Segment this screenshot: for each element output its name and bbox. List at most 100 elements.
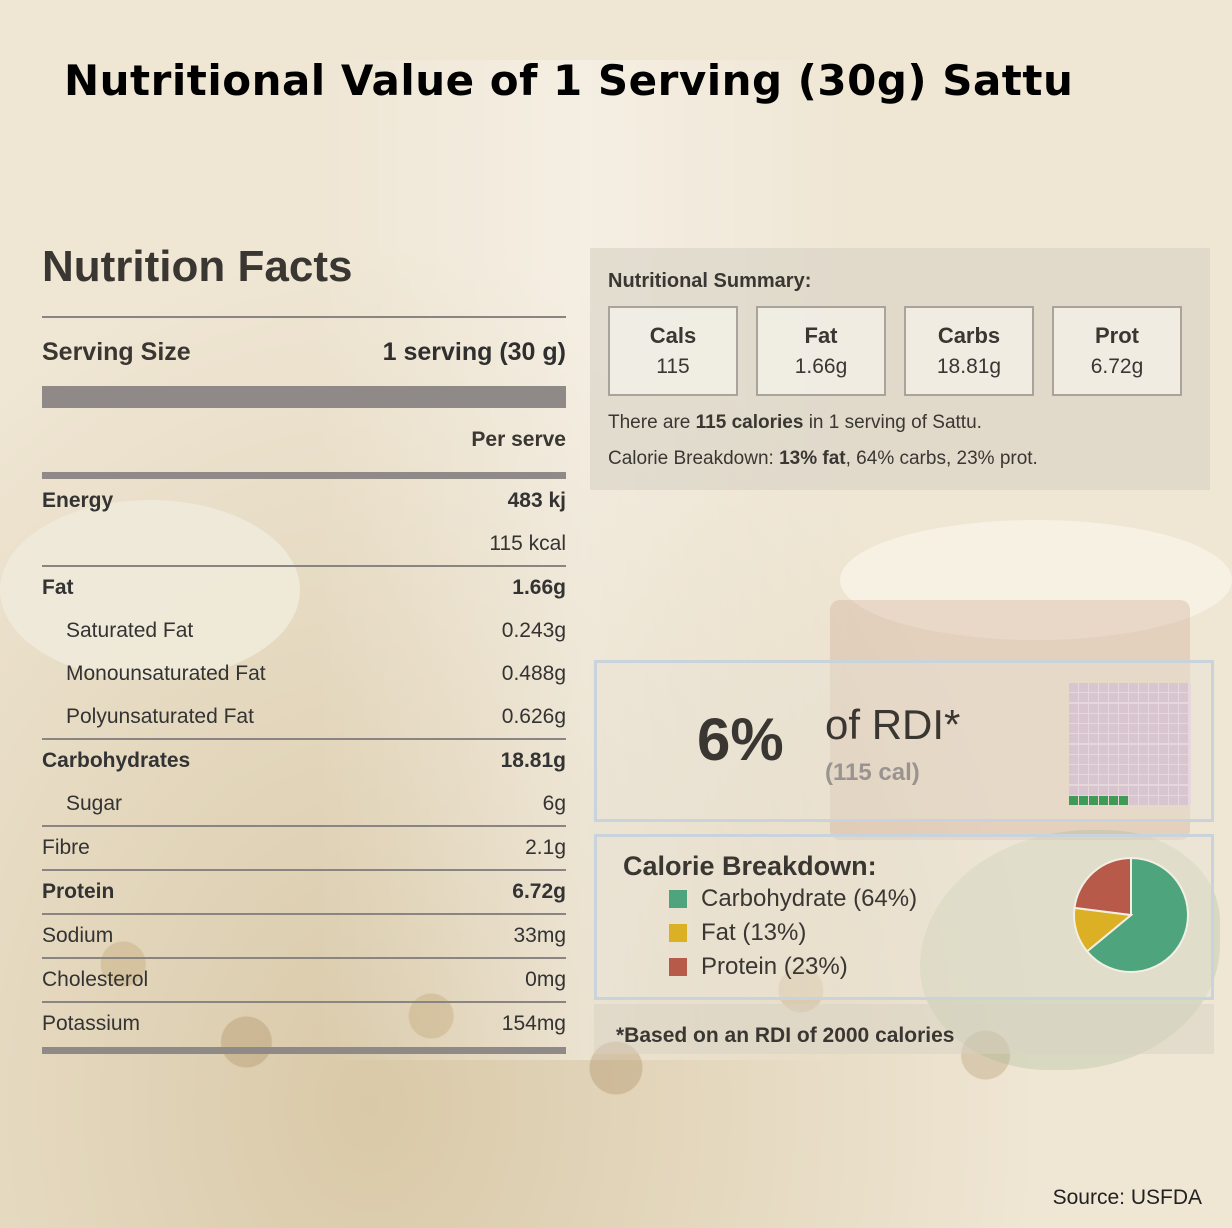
text-part: There are: [608, 412, 696, 433]
text-part: in 1 serving of Sattu.: [803, 412, 982, 433]
nutrient-value: 0.243g: [501, 618, 566, 642]
waffle-cell: [1089, 703, 1098, 713]
nutrient-value: 154mg: [501, 1012, 566, 1035]
waffle-cell: [1089, 734, 1098, 744]
waffle-cell: [1069, 734, 1078, 744]
nutrient-row-cholesterol: Cholesterol 0mg: [42, 957, 566, 1001]
nutrient-row-saturated-fat: Saturated Fat 0.243g: [42, 609, 566, 652]
waffle-cell: [1129, 703, 1138, 713]
waffle-cell: [1069, 775, 1078, 785]
waffle-cell: [1079, 734, 1088, 744]
waffle-cell: [1109, 775, 1118, 785]
waffle-cell: [1099, 785, 1108, 795]
waffle-cell: [1179, 754, 1188, 764]
waffle-cell: [1129, 734, 1138, 744]
nutrient-label: Sodium: [42, 924, 114, 947]
waffle-cell: [1169, 795, 1178, 805]
legend-item-protein: Protein (23%): [669, 953, 848, 981]
summary-box-value: 115: [656, 355, 690, 378]
waffle-cell: [1069, 724, 1078, 733]
waffle-cell: [1159, 785, 1168, 795]
nutrient-label: Potassium: [42, 1012, 141, 1035]
waffle-cell: [1179, 724, 1188, 733]
waffle-cell: [1139, 765, 1148, 774]
waffle-cell: [1119, 754, 1128, 764]
waffle-cell: [1149, 693, 1158, 703]
thick-divider: [42, 386, 566, 408]
nutrient-value: 1.66g: [512, 576, 566, 599]
waffle-cell: [1159, 775, 1168, 785]
waffle-cell: [1119, 703, 1128, 713]
waffle-cell: [1139, 785, 1148, 795]
waffle-cell: [1099, 795, 1108, 805]
waffle-cell: [1169, 775, 1178, 785]
waffle-cell: [1129, 744, 1138, 754]
nutrient-row-protein: Protein 6.72g: [42, 869, 566, 913]
waffle-cell: [1129, 683, 1138, 692]
waffle-cell: [1179, 785, 1188, 795]
waffle-cell: [1069, 765, 1078, 774]
waffle-cell: [1149, 765, 1158, 774]
rdi-card: 6% of RDI* (115 cal): [594, 660, 1214, 822]
waffle-cell: [1069, 703, 1078, 713]
waffle-cell: [1149, 713, 1158, 723]
waffle-cell: [1119, 785, 1128, 795]
waffle-cell: [1169, 724, 1178, 733]
waffle-cell: [1089, 775, 1098, 785]
summary-box-value: 18.81g: [936, 355, 1002, 378]
text-bold: 115 calories: [695, 412, 804, 433]
legend-swatch: [669, 890, 687, 908]
waffle-cell: [1169, 785, 1178, 795]
waffle-cell: [1169, 693, 1178, 703]
breakdown-heading: Calorie Breakdown:: [623, 851, 877, 881]
summary-box-fat: Fat 1.66g: [756, 306, 886, 396]
nutrient-value: 18.81g: [500, 749, 566, 772]
serving-size-row: Serving Size 1 serving (30 g): [42, 318, 566, 386]
waffle-cell: [1139, 683, 1148, 692]
waffle-cell: [1089, 713, 1098, 723]
waffle-cell: [1129, 724, 1138, 733]
nutrient-label: Energy: [42, 488, 114, 512]
waffle-cell: [1149, 754, 1158, 764]
nutrient-label: Protein: [42, 880, 115, 903]
calorie-pie-chart: [1073, 856, 1189, 973]
waffle-cell: [1159, 724, 1168, 733]
waffle-cell: [1169, 744, 1178, 754]
waffle-cell: [1139, 693, 1148, 703]
waffle-cell: [1179, 734, 1188, 744]
summary-heading: Nutritional Summary:: [608, 270, 812, 292]
waffle-cell: [1149, 734, 1158, 744]
per-serve-label: Per serve: [471, 428, 566, 451]
waffle-cell: [1149, 795, 1158, 805]
summary-box-label: Carbs: [937, 323, 1001, 348]
waffle-cell: [1159, 693, 1168, 703]
nutrient-row-sugar: Sugar 6g: [42, 782, 566, 825]
waffle-cell: [1079, 765, 1088, 774]
rdi-label: of RDI*: [825, 701, 961, 748]
legend-item-fat: Fat (13%): [669, 919, 806, 947]
waffle-cell: [1169, 703, 1178, 713]
waffle-cell: [1169, 713, 1178, 723]
waffle-cell: [1129, 693, 1138, 703]
waffle-cell: [1089, 785, 1098, 795]
waffle-cell: [1119, 734, 1128, 744]
waffle-cell: [1169, 734, 1178, 744]
waffle-cell: [1129, 765, 1138, 774]
nutrient-row-monounsaturated-fat: Monounsaturated Fat 0.488g: [42, 652, 566, 695]
waffle-cell: [1159, 795, 1168, 805]
summary-box-value: 1.66g: [794, 355, 848, 378]
waffle-cell: [1129, 785, 1138, 795]
nutrient-label: Carbohydrates: [42, 749, 191, 772]
waffle-cell: [1099, 724, 1108, 733]
waffle-cell: [1099, 775, 1108, 785]
waffle-cell: [1079, 713, 1088, 723]
waffle-cell: [1079, 683, 1088, 692]
nutrient-value: 483 kj: [507, 488, 566, 512]
legend-swatch: [669, 924, 687, 942]
waffle-cell: [1149, 724, 1158, 733]
waffle-cell: [1109, 744, 1118, 754]
page-title: Nutritional Value of 1 Serving (30g) Sat…: [64, 56, 1074, 105]
nutrient-row-polyunsaturated-fat: Polyunsaturated Fat 0.626g: [42, 695, 566, 738]
waffle-cell: [1139, 795, 1148, 805]
waffle-cell: [1089, 765, 1098, 774]
